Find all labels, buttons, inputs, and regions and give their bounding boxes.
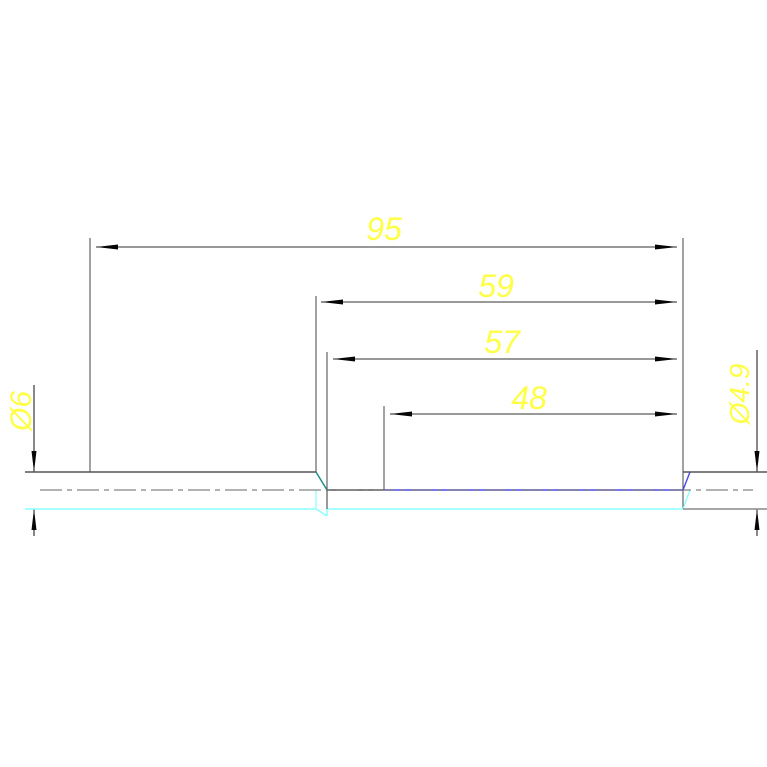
svg-text:Ø4.9: Ø4.9 [724, 364, 755, 426]
svg-text:57: 57 [484, 324, 521, 360]
svg-text:Ø6: Ø6 [5, 391, 38, 432]
svg-text:95: 95 [366, 211, 402, 247]
svg-text:59: 59 [478, 268, 514, 304]
svg-text:48: 48 [511, 380, 547, 416]
